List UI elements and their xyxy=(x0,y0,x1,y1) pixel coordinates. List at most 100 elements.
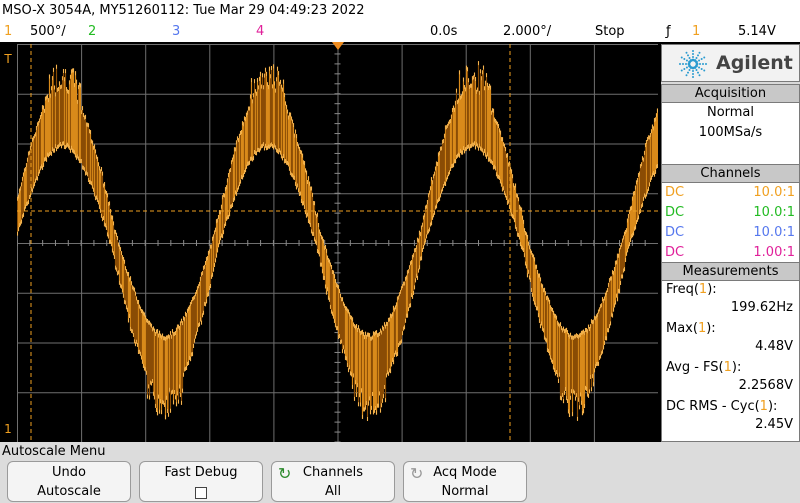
spark-dot xyxy=(698,74,701,77)
trigger-cursors xyxy=(17,44,658,442)
agilent-spark-icon xyxy=(679,50,707,78)
acquisition-mode: Normal xyxy=(706,105,755,120)
spark-dot xyxy=(692,50,694,52)
brand-name: Agilent xyxy=(716,52,793,74)
spark-dot xyxy=(685,66,688,69)
trigger-edge-icon: ƒ xyxy=(666,24,671,39)
spark-dot xyxy=(700,68,703,70)
spark-dot xyxy=(692,53,694,55)
spark-dot xyxy=(697,54,699,57)
measurement-freq[interactable]: Freq(1): 199.62Hz xyxy=(662,281,799,317)
ch3-number[interactable]: 3 xyxy=(172,24,181,39)
measurements-header: Measurements xyxy=(662,263,799,281)
channel-4-row[interactable]: DC 1.00:1 xyxy=(662,243,799,263)
softkey-line1: Fast Debug xyxy=(164,464,238,480)
ch3-probe: 10.0:1 xyxy=(753,225,795,240)
spark-dot xyxy=(703,69,706,72)
trigger-position-marker[interactable] xyxy=(332,42,344,50)
channels-box[interactable]: Channels DC 10.0:1 DC 10.0:1 DC 10.0:1 D… xyxy=(661,164,800,264)
spark-dot xyxy=(685,59,688,62)
spark-dot xyxy=(692,73,694,75)
spark-dot xyxy=(695,56,698,59)
spark-dot xyxy=(703,56,706,59)
meas-value: 2.45V xyxy=(755,417,793,432)
meas-channel: 1 xyxy=(697,321,707,336)
softkey-line1: Channels xyxy=(302,464,364,480)
spark-dot xyxy=(688,69,691,72)
grid-lines xyxy=(17,44,658,442)
time-scale[interactable]: 2.000°/ xyxy=(503,24,552,39)
ch3-coupling: DC xyxy=(665,225,685,240)
meas-channel: 1 xyxy=(723,360,732,375)
meas-value: 2.2568V xyxy=(738,378,793,393)
ch4-coupling: DC xyxy=(665,245,685,260)
graticule xyxy=(17,44,658,442)
ch2-probe: 10.0:1 xyxy=(753,205,795,220)
spark-dot xyxy=(679,63,681,65)
rotate-knob-icon: ↻ xyxy=(410,464,424,483)
softkey-line1: Undo xyxy=(52,464,86,480)
spark-dot xyxy=(687,54,689,57)
meas-label: Freq( xyxy=(666,282,699,297)
softkey-line1: Acq Mode xyxy=(433,464,497,480)
side-panel: Agilent Acquisition Normal 100MSa/s Chan… xyxy=(661,44,800,442)
meas-label: DC RMS - Cyc( xyxy=(666,399,760,414)
meas-label: Max( xyxy=(666,321,698,336)
softkey-line2: Autoscale xyxy=(37,483,101,499)
measurement-max[interactable]: Max(1): 4.48V xyxy=(662,320,799,356)
trigger-level-marker[interactable]: T xyxy=(0,52,16,66)
meas-suffix: ): xyxy=(707,282,717,297)
spark-dot xyxy=(695,60,698,64)
ch1-number[interactable]: 1 xyxy=(4,24,13,39)
softkey-menu: Autoscale Menu Undo Autoscale Fast Debug… xyxy=(0,442,800,503)
ch1-probe: 10.0:1 xyxy=(753,185,795,200)
acquisition-header: Acquisition xyxy=(662,85,799,103)
spark-dot xyxy=(687,71,689,74)
ch2-number[interactable]: 2 xyxy=(88,24,97,39)
trigger-level[interactable]: 5.14V xyxy=(738,24,776,39)
ch1-scale[interactable]: 500°/ xyxy=(30,24,66,39)
spark-dot xyxy=(692,70,694,72)
meas-channel: 1 xyxy=(759,399,768,414)
softkey-line2: All xyxy=(324,483,342,499)
meas-suffix: ): xyxy=(767,399,778,414)
spark-dot xyxy=(695,69,698,72)
ch4-number[interactable]: 4 xyxy=(256,24,265,39)
channels-header: Channels xyxy=(662,165,799,183)
meas-value: 199.62Hz xyxy=(730,300,793,315)
waveform-display[interactable] xyxy=(17,44,658,442)
spark-dot xyxy=(705,63,707,65)
measurements-box[interactable]: Measurements Freq(1): 199.62Hz Max(1): 4… xyxy=(661,262,800,442)
spark-dot xyxy=(698,59,701,62)
status-bar: 1 500°/ 2 3 4 0.0s 2.000°/ Stop ƒ 1 5.14… xyxy=(0,22,800,42)
channel-2-row[interactable]: DC 10.0:1 xyxy=(662,203,799,223)
channel-3-row[interactable]: DC 10.0:1 xyxy=(662,223,799,243)
measurement-rms[interactable]: DC RMS - Cyc(1): 2.45V xyxy=(662,398,799,434)
spark-dot xyxy=(685,74,688,77)
time-delay[interactable]: 0.0s xyxy=(430,24,458,39)
ch4-probe: 1.00:1 xyxy=(753,245,795,260)
trigger-channel[interactable]: 1 xyxy=(692,24,701,39)
channel-1-row[interactable]: DC 10.0:1 xyxy=(662,183,799,203)
ground-marker[interactable]: 1 xyxy=(0,422,16,438)
meas-value: 4.48V xyxy=(755,339,793,354)
acquisition-box[interactable]: Acquisition Normal 100MSa/s xyxy=(661,84,800,166)
spark-dot xyxy=(680,69,683,72)
channels-button[interactable]: ↻ Channels All xyxy=(271,461,395,502)
trigger-label: T xyxy=(4,52,12,66)
fast-debug-button[interactable]: Fast Debug xyxy=(139,461,263,502)
brand-box: Agilent xyxy=(661,44,800,82)
undo-autoscale-button[interactable]: Undo Autoscale xyxy=(7,461,131,502)
acq-mode-button[interactable]: ↻ Acq Mode Normal xyxy=(403,461,527,502)
fast-debug-checkbox[interactable] xyxy=(195,486,207,499)
window-title: MSO-X 3054A, MY51260112: Tue Mar 29 04:4… xyxy=(2,3,365,18)
ch2-coupling: DC xyxy=(665,205,685,220)
spark-dot xyxy=(698,66,701,69)
spark-dot xyxy=(688,56,691,59)
spark-dot xyxy=(685,63,687,65)
measurement-avg[interactable]: Avg - FS(1): 2.2568V xyxy=(662,359,799,395)
rotate-knob-icon: ↻ xyxy=(278,464,292,483)
spark-dot xyxy=(683,68,686,70)
meas-suffix: ): xyxy=(731,360,742,375)
meas-suffix: ): xyxy=(706,321,716,336)
